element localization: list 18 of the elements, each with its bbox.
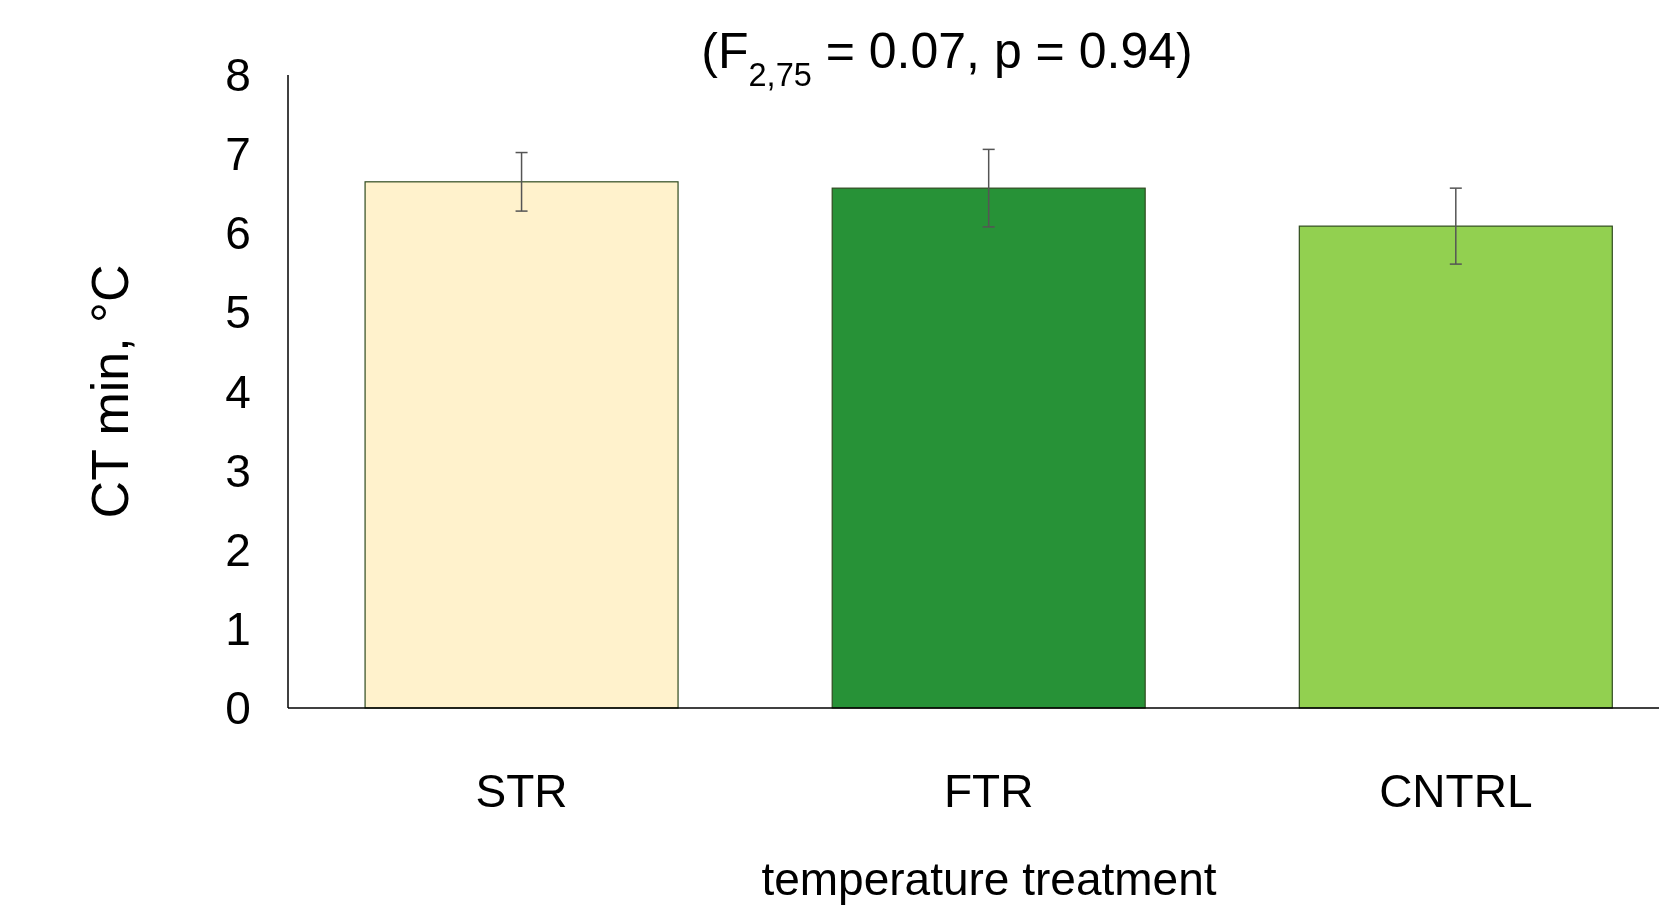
bar xyxy=(831,187,1146,709)
y-tick-label: 2 xyxy=(225,523,251,576)
bar xyxy=(1298,225,1613,709)
y-tick-label: 8 xyxy=(225,49,251,102)
x-tick-label: STR xyxy=(475,765,568,817)
x-tick-label: CNTRL xyxy=(1379,765,1533,817)
y-tick-label: 3 xyxy=(225,444,251,497)
y-tick-label: 1 xyxy=(225,602,251,655)
x-axis-title: temperature treatment xyxy=(761,853,1217,905)
y-tick-label: 4 xyxy=(225,365,251,418)
chart-title: (F$_{2,75}$ = 0.07, p = 0.94) xyxy=(701,23,1193,93)
y-tick-label: 7 xyxy=(225,128,251,181)
y-axis-title: CT min, °C xyxy=(81,264,139,519)
x-tick-label: FTR xyxy=(943,765,1034,817)
y-tick-label: 0 xyxy=(225,682,251,735)
bar xyxy=(364,181,679,709)
y-tick-label: 5 xyxy=(225,286,251,339)
y-tick-label: 6 xyxy=(225,207,251,260)
